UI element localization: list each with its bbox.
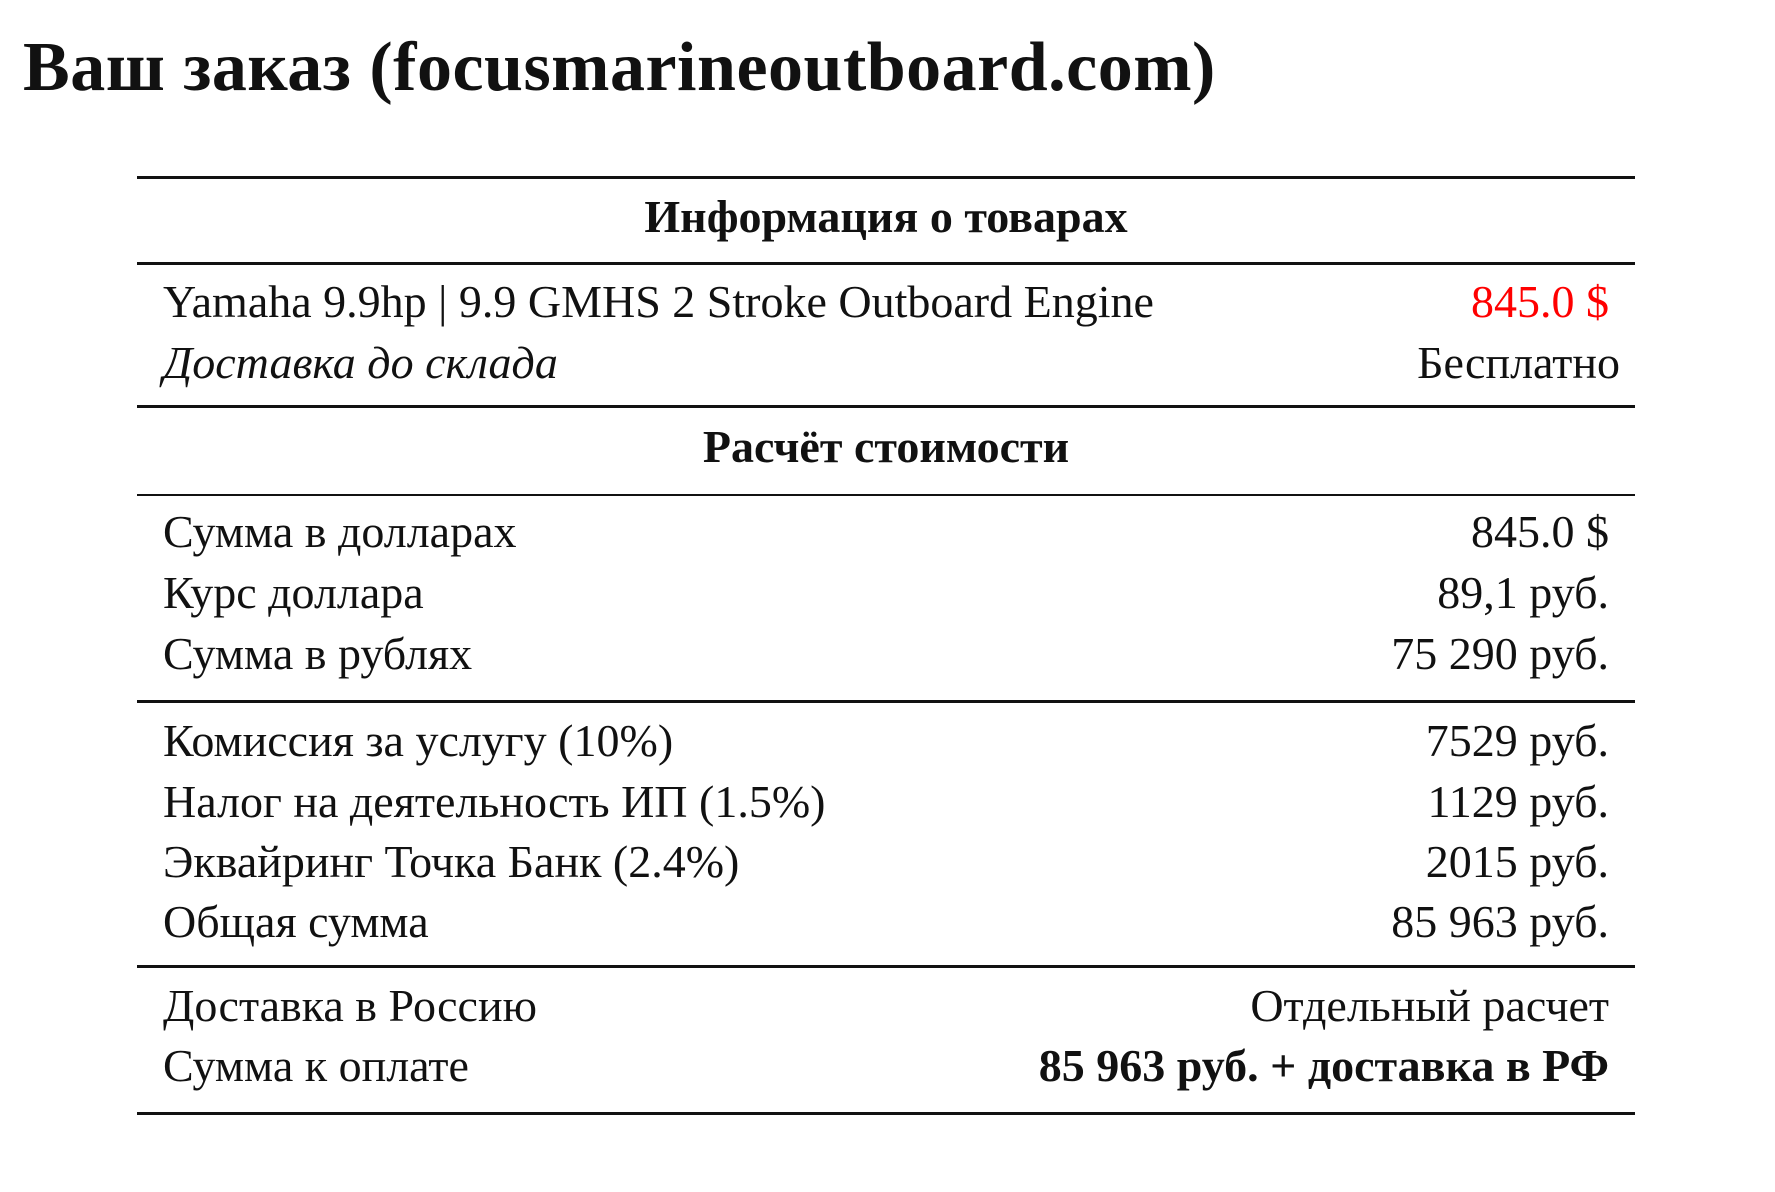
calc-row: Общая сумма 85 963 руб.: [163, 895, 1609, 948]
row-label: Общая сумма: [163, 896, 429, 947]
divider: [137, 405, 1635, 408]
delivery-value: Бесплатно: [1417, 337, 1620, 388]
calc-heading: Расчёт стоимости: [702, 421, 1070, 472]
row-value: 7529 руб.: [1425, 715, 1609, 766]
calc-row: Доставка в Россию Отдельный расчет: [163, 979, 1609, 1032]
row-value: 845.0 $: [1471, 506, 1609, 557]
row-value: Отдельный расчет: [1250, 980, 1609, 1031]
row-label: Сумма в рублях: [163, 628, 473, 679]
calc-row: Сумма в рублях 75 290 руб.: [163, 627, 1609, 680]
calc-row: Сумма в долларах 845.0 $: [163, 505, 1609, 558]
row-value: 75 290 руб.: [1391, 628, 1609, 679]
product-price: 845.0 $: [1471, 276, 1609, 327]
row-value: 85 963 руб.: [1391, 896, 1609, 947]
row-label: Сумма в долларах: [163, 506, 517, 557]
divider: [137, 262, 1635, 265]
table-top-rule: [137, 176, 1635, 179]
row-label: Курс доллара: [163, 567, 424, 618]
row-value: 89,1 руб.: [1437, 567, 1609, 618]
products-heading: Информация о товарах: [644, 191, 1128, 242]
page-title: Ваш заказ (focusmarineoutboard.com): [23, 29, 1216, 106]
divider: [137, 494, 1635, 496]
row-value: 2015 руб.: [1425, 836, 1609, 887]
row-label: Сумма к оплате: [163, 1040, 469, 1091]
total-value: 85 963 руб. + доставка в РФ: [1038, 1040, 1609, 1091]
divider: [137, 965, 1635, 968]
row-value: 1129 руб.: [1427, 776, 1609, 827]
product-row: Yamaha 9.9hp | 9.9 GMHS 2 Stroke Outboar…: [163, 275, 1609, 328]
divider: [137, 700, 1635, 703]
delivery-label: Доставка до склада: [163, 337, 558, 388]
calc-row: Налог на деятельность ИП (1.5%) 1129 руб.: [163, 775, 1609, 828]
product-name: Yamaha 9.9hp | 9.9 GMHS 2 Stroke Outboar…: [163, 276, 1154, 327]
row-label: Комиссия за услугу (10%): [163, 715, 674, 766]
row-label: Доставка в Россию: [163, 980, 537, 1031]
row-label: Эквайринг Точка Банк (2.4%): [163, 836, 740, 887]
calc-row: Эквайринг Точка Банк (2.4%) 2015 руб.: [163, 835, 1609, 888]
table-bottom-rule: [137, 1112, 1635, 1115]
calc-row: Комиссия за услугу (10%) 7529 руб.: [163, 714, 1609, 767]
row-label: Налог на деятельность ИП (1.5%): [163, 776, 826, 827]
total-row: Сумма к оплате 85 963 руб. + доставка в Р…: [163, 1039, 1609, 1092]
delivery-row: Доставка до склада Бесплатно: [163, 336, 1620, 389]
calc-row: Курс доллара 89,1 руб.: [163, 566, 1609, 619]
